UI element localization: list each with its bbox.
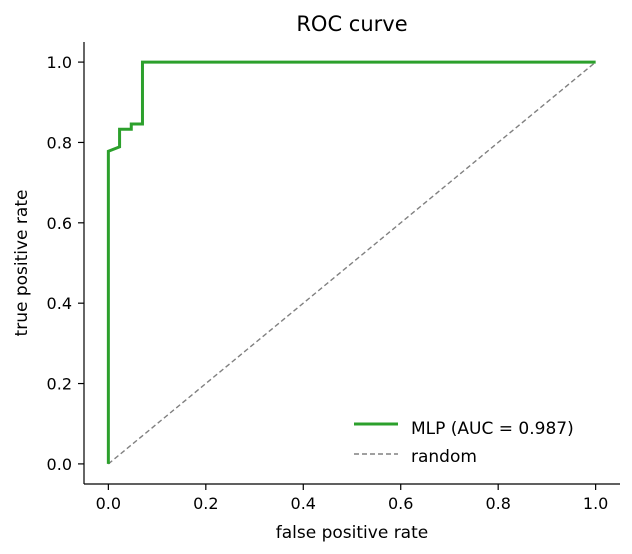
x-axis-label: false positive rate bbox=[276, 523, 428, 543]
x-tick-label: 0.6 bbox=[388, 494, 413, 513]
legend-label-random: random bbox=[411, 447, 477, 467]
plot-area: 0.0 0.2 0.4 0.6 0.8 1.0 0.0 0.2 0.4 0.6 0.8 1.0 bbox=[47, 42, 620, 513]
y-ticks: 0.0 0.2 0.4 0.6 0.8 1.0 bbox=[47, 53, 84, 474]
y-tick-label: 0.2 bbox=[47, 375, 72, 394]
y-tick-label: 0.6 bbox=[47, 214, 72, 233]
x-tick-label: 0.0 bbox=[96, 494, 121, 513]
chart-title: ROC curve bbox=[296, 12, 407, 36]
x-tick-label: 1.0 bbox=[583, 494, 608, 513]
x-tick-label: 0.8 bbox=[485, 494, 510, 513]
y-tick-label: 0.0 bbox=[47, 455, 72, 474]
x-ticks: 0.0 0.2 0.4 0.6 0.8 1.0 bbox=[96, 484, 608, 513]
series-line-mlp bbox=[106, 60, 596, 464]
x-tick-label: 0.2 bbox=[193, 494, 218, 513]
x-tick-label: 0.4 bbox=[291, 494, 316, 513]
y-tick-label: 0.8 bbox=[47, 133, 72, 152]
series-layer bbox=[106, 60, 597, 465]
legend-label-mlp: MLP (AUC = 0.987) bbox=[411, 419, 574, 439]
y-axis-label: true positive rate bbox=[12, 190, 32, 337]
legend: MLP (AUC = 0.987) random bbox=[354, 419, 574, 467]
y-tick-label: 1.0 bbox=[47, 53, 72, 72]
series-line-random bbox=[107, 61, 597, 465]
y-tick-label: 0.4 bbox=[47, 294, 72, 313]
